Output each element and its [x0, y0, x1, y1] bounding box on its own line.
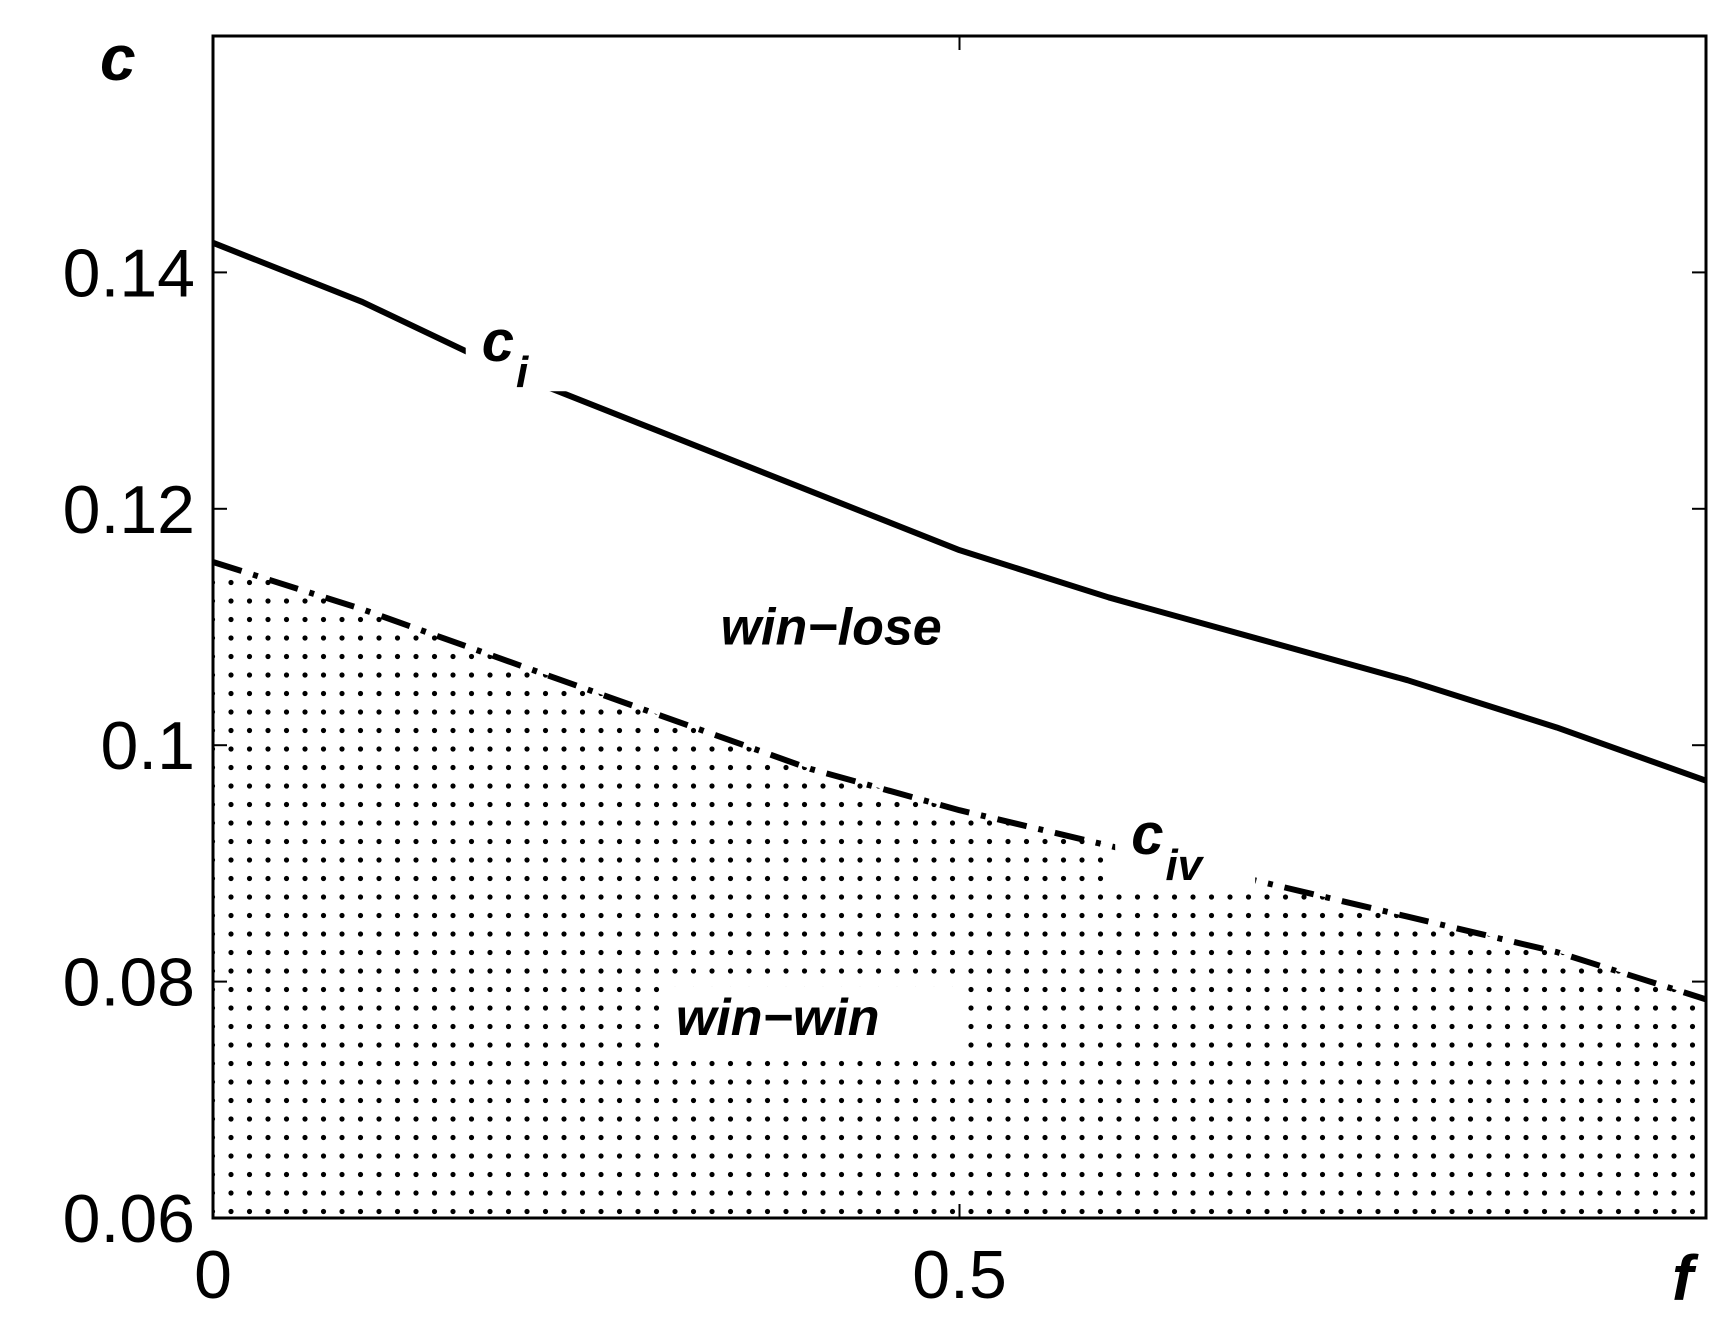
axis-ticks: 0.06 0.08 0.1 0.12 0.14 0 0.5 [63, 36, 1707, 1313]
win-win-dotted-area [213, 561, 1706, 1218]
y-tick-label: 0.14 [63, 235, 195, 311]
y-axis-label: c [100, 22, 136, 94]
x-axis-label: f [1672, 1242, 1699, 1314]
curve-label-bg [465, 295, 586, 392]
region-label: win−win [676, 989, 880, 1047]
win-win-region-fill [213, 561, 1706, 1218]
region-label: win−lose [721, 599, 942, 657]
curve-label-subscript: i [516, 348, 529, 397]
y-tick-label: 0.08 [63, 945, 195, 1021]
y-tick-label: 0.12 [63, 472, 195, 548]
curve-label-bg [1115, 786, 1256, 887]
curve-label-subscript: iv [1165, 841, 1204, 890]
y-tick-label: 0.06 [63, 1181, 195, 1257]
x-tick-label: 0 [194, 1237, 232, 1313]
series-lines [211, 240, 1708, 1003]
series-line-c-i [211, 240, 1708, 784]
x-tick-label: 0.5 [912, 1237, 1007, 1313]
region-label-bg [663, 986, 964, 1053]
y-tick-label: 0.1 [100, 708, 195, 784]
series-line-c-iv [212, 559, 1707, 1003]
